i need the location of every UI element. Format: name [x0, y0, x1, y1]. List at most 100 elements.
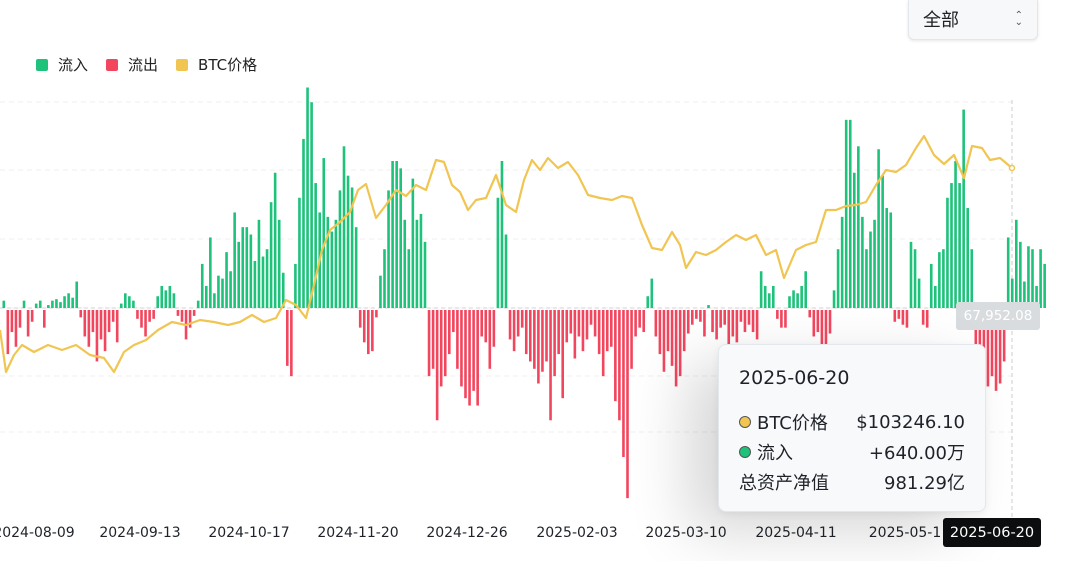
- inflow-bar: [63, 296, 66, 308]
- inflow-bar: [885, 208, 888, 308]
- outflow-bar: [711, 310, 714, 333]
- outflow-bar: [553, 310, 556, 377]
- outflow-bar: [674, 310, 678, 387]
- outflow-bar: [816, 310, 820, 333]
- outflow-bar: [43, 310, 46, 328]
- inflow-bar: [853, 172, 856, 308]
- dot-icon: [739, 446, 751, 458]
- outflow-bar: [824, 310, 828, 352]
- inflow-bar: [395, 161, 398, 308]
- outflow-bar: [144, 310, 147, 337]
- outflow-bar: [30, 310, 34, 322]
- inflow-bar: [415, 219, 419, 308]
- outflow-bar: [719, 310, 722, 328]
- x-tick-label: 2025-05-1: [869, 525, 941, 541]
- inflow-bar: [205, 285, 208, 308]
- chevron-updown-icon: ⌃ ⌄: [1014, 9, 1023, 28]
- outflow-bar: [468, 310, 471, 406]
- outflow-bar: [601, 310, 605, 377]
- inflow-bar: [844, 119, 848, 308]
- outflow-bar: [695, 310, 698, 319]
- legend-item-btc-price[interactable]: BTC价格: [176, 54, 257, 75]
- inflow-bar: [857, 146, 860, 308]
- inflow-bar: [848, 119, 852, 308]
- outflow-bar: [723, 310, 726, 325]
- inflow-bar: [759, 271, 763, 308]
- outflow-bar: [905, 310, 909, 328]
- outflow-bar: [662, 310, 666, 372]
- outflow-bar: [358, 310, 362, 328]
- inflow-bar: [273, 172, 277, 308]
- legend-item-outflow[interactable]: 流出: [106, 54, 158, 75]
- legend-item-inflow[interactable]: 流入: [36, 54, 88, 75]
- tooltip-value: 981.29亿: [884, 473, 965, 494]
- outflow-bar: [678, 310, 682, 377]
- inflow-bar: [310, 102, 313, 308]
- outflow-bar: [755, 310, 759, 340]
- outflow-bar: [597, 310, 601, 355]
- inflow-bar: [917, 278, 921, 308]
- outflow-bar: [666, 310, 670, 352]
- outflow-bar: [925, 310, 929, 328]
- inflow-bar: [302, 138, 305, 308]
- crosshair-y-label: 67,952.08: [956, 302, 1040, 330]
- inflow-bar: [334, 219, 338, 308]
- inflow-bar: [804, 271, 807, 308]
- inflow-bar: [767, 293, 771, 308]
- dot-icon: [739, 416, 751, 428]
- inflow-bar: [403, 219, 407, 308]
- x-tick-label: 2025-02-03: [536, 525, 617, 541]
- outflow-bar: [464, 310, 467, 399]
- inflow-bar: [792, 290, 795, 308]
- outflow-bar: [610, 310, 613, 347]
- outflow-bar: [998, 310, 1002, 384]
- legend-swatch-inflow: [36, 58, 48, 71]
- inflow-bar: [877, 149, 880, 308]
- x-tick-label: 2024-10-17: [208, 525, 289, 541]
- inflow-bar: [277, 219, 281, 308]
- outflow-bar: [140, 310, 143, 328]
- outflow-bar: [784, 310, 787, 328]
- x-tick-label: 2024-09-13: [99, 525, 180, 541]
- outflow-bar: [557, 310, 560, 355]
- outflow-bar: [452, 310, 455, 333]
- outflow-bar: [974, 310, 978, 355]
- inflow-bar: [504, 234, 508, 308]
- outflow-bar: [367, 310, 370, 355]
- inflow-bar: [399, 168, 402, 308]
- inflow-bar: [330, 231, 334, 308]
- outflow-bar: [103, 310, 107, 352]
- outflow-bar: [443, 310, 447, 377]
- inflow-bar: [946, 197, 949, 308]
- outflow-bar: [431, 310, 435, 369]
- outflow-bar: [375, 310, 378, 318]
- legend-label-outflow: 流出: [128, 56, 159, 74]
- outflow-bar: [99, 310, 103, 340]
- outflow-bar: [362, 310, 366, 343]
- outflow-bar: [188, 310, 192, 328]
- outflow-bar: [565, 310, 569, 343]
- inflow-bar: [245, 227, 249, 308]
- inflow-bar: [253, 260, 257, 308]
- tooltip-label: 流入: [757, 443, 793, 464]
- outflow-bar: [480, 310, 483, 337]
- range-select[interactable]: 全部 ⌃ ⌄: [908, 0, 1038, 40]
- outflow-bar: [743, 310, 747, 333]
- inflow-bar: [970, 249, 974, 308]
- inflow-bar: [249, 234, 253, 308]
- outflow-bar: [626, 310, 629, 499]
- outflow-bar: [982, 310, 986, 369]
- inflow-bar: [233, 212, 236, 308]
- inflow-bar: [836, 249, 840, 308]
- tooltip-date: 2025-06-20: [739, 367, 850, 389]
- outflow-bar: [176, 310, 180, 316]
- x-tick-label: 2025-04-11: [755, 525, 836, 541]
- legend-label-inflow: 流入: [58, 56, 89, 74]
- outflow-bar: [569, 310, 573, 334]
- outflow-bar: [524, 310, 528, 355]
- x-tick-label: 2024-08-09: [0, 525, 75, 541]
- outflow-bar: [439, 310, 443, 387]
- outflow-bar: [828, 310, 832, 334]
- outflow-bar: [107, 310, 111, 333]
